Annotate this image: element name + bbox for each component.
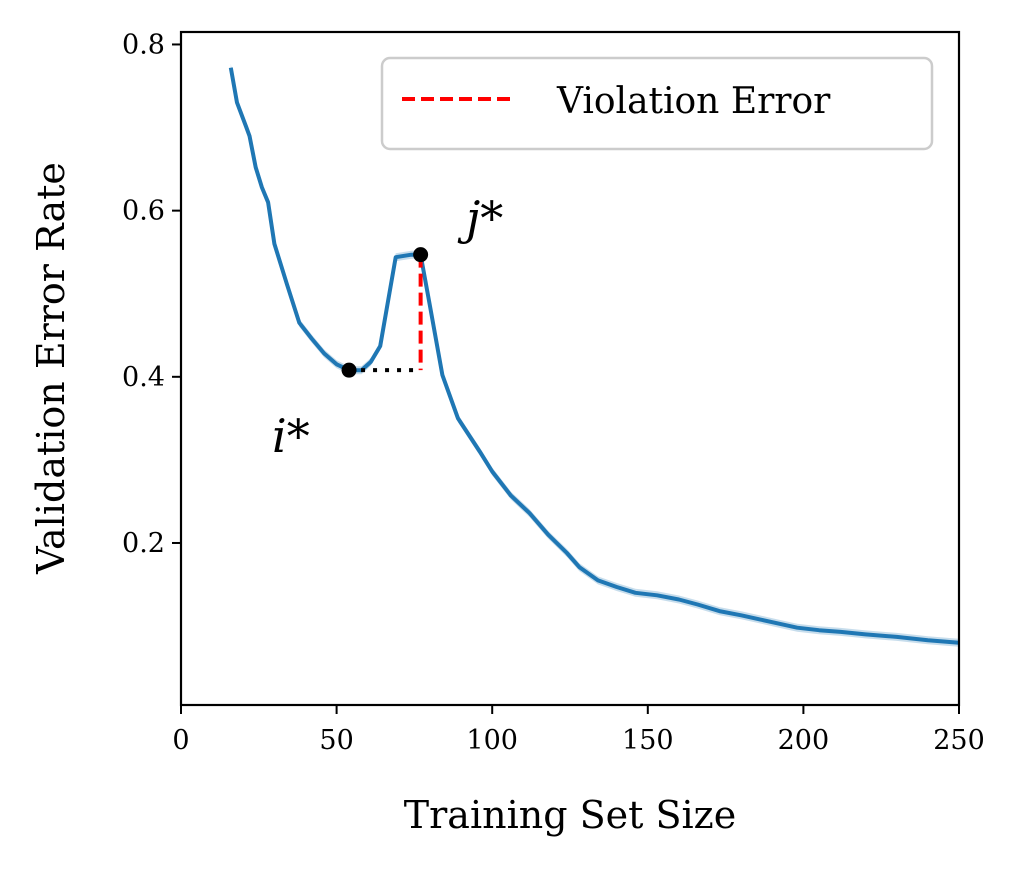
x-tick-label: 150 [622, 725, 674, 756]
legend: Violation Error [380, 56, 934, 151]
y-axis: 0.2 0.4 0.6 0.8 [122, 29, 181, 559]
confidence-band [230, 63, 960, 647]
legend-box [380, 56, 934, 151]
series-line-validation-error [228, 67, 960, 645]
y-tick-label: 0.6 [122, 196, 165, 227]
y-tick-label: 0.8 [122, 29, 165, 60]
y-axis-title: Validation Error Rate [29, 162, 73, 575]
y-tick-label: 0.2 [122, 528, 165, 559]
x-axis: 0 50 100 150 200 250 [172, 705, 985, 756]
x-tick-label: 0 [172, 725, 189, 756]
y-tick-label: 0.4 [122, 362, 165, 393]
legend-label-violation-error: Violation Error [556, 81, 831, 122]
x-tick-label: 50 [319, 725, 353, 756]
point-j-star [413, 247, 429, 263]
plot-frame [179, 30, 961, 707]
x-tick-label: 250 [933, 725, 985, 756]
point-i-star [341, 362, 357, 378]
annotation-i-star: i* [272, 409, 310, 463]
annotation-j-star: j* [457, 191, 503, 245]
x-tick-label: 100 [466, 725, 518, 756]
x-axis-title: Training Set Size [404, 793, 736, 837]
x-tick-label: 200 [778, 725, 830, 756]
